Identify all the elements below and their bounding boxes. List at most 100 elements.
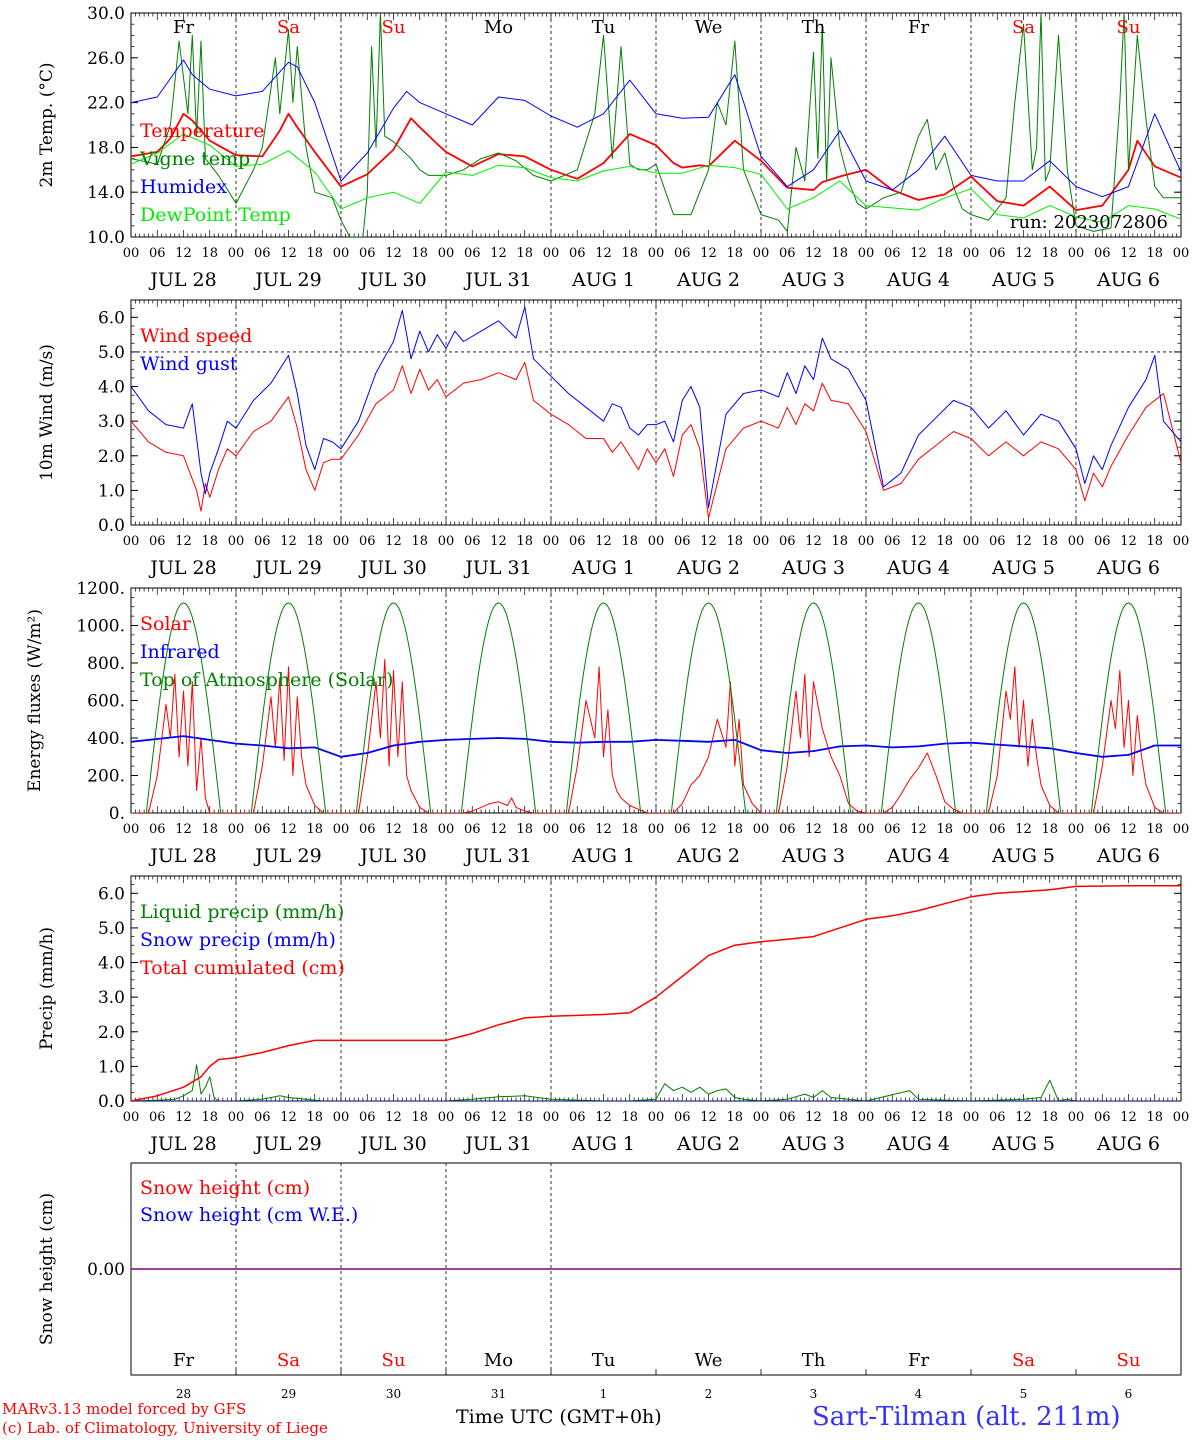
y-tick-label: 5.0 xyxy=(98,919,125,939)
hour-tick-label: 06 xyxy=(359,822,376,837)
hour-tick-label: 00 xyxy=(123,1110,140,1125)
hour-tick-label: 18 xyxy=(831,822,848,837)
hour-tick-label: 00 xyxy=(858,534,875,549)
hour-tick-label: 18 xyxy=(621,822,638,837)
weekday-label: Fr xyxy=(908,1350,929,1371)
date-label: JUL 31 xyxy=(463,1133,531,1155)
hour-tick-label: 06 xyxy=(569,246,586,261)
hour-tick-label: 12 xyxy=(910,246,927,261)
hour-tick-label: 06 xyxy=(674,1110,691,1125)
series-line xyxy=(131,735,1181,758)
hour-tick-label: 12 xyxy=(385,246,402,261)
y-tick-label: 26.0 xyxy=(87,49,125,69)
hour-tick-label: 00 xyxy=(333,534,350,549)
y-tick-label: 2.0 xyxy=(98,447,125,467)
hour-tick-label: 06 xyxy=(779,822,796,837)
weekday-label: Su xyxy=(1117,17,1141,38)
hour-tick-label: 00 xyxy=(543,246,560,261)
date-label: JUL 29 xyxy=(253,845,321,867)
legend-entry: Temperature xyxy=(140,120,264,142)
hour-tick-label: 18 xyxy=(516,534,533,549)
y-tick-label: 600. xyxy=(87,692,125,712)
hour-tick-label: 06 xyxy=(359,534,376,549)
hour-tick-label: 18 xyxy=(831,246,848,261)
series-line xyxy=(131,133,1181,223)
hour-tick-label: 00 xyxy=(228,1110,245,1125)
date-label: JUL 30 xyxy=(358,845,426,867)
hour-tick-label: 06 xyxy=(674,534,691,549)
station-name: Sart-Tilman (alt. 211m) xyxy=(812,1402,1121,1432)
hour-tick-label: 00 xyxy=(438,1110,455,1125)
legend-entry: Top of Atmosphere (Solar) xyxy=(140,669,393,691)
date-label: JUL 28 xyxy=(148,845,216,867)
day-number-label: 28 xyxy=(176,1387,191,1401)
hour-tick-label: 12 xyxy=(595,1110,612,1125)
weekday-label: Fr xyxy=(908,17,929,38)
panel-4: 0.0 1.0 2.0 3.0 4.0 5.0 6.0 Precip (mm/h) Liquid… xyxy=(37,875,1189,1155)
date-label: AUG 2 xyxy=(676,557,740,579)
weekday-label: Mo xyxy=(484,1350,513,1371)
day-number-label: 4 xyxy=(915,1387,923,1401)
hour-tick-label: 18 xyxy=(1041,822,1058,837)
series-line xyxy=(131,884,1181,1101)
hour-tick-label: 12 xyxy=(1015,1110,1032,1125)
hour-tick-label: 18 xyxy=(201,534,218,549)
day-number-label: 29 xyxy=(281,1387,296,1401)
panel-2: 0.0 1.0 2.0 3.0 4.0 5.0 6.0 10m Wind (m/s) Wind … xyxy=(37,299,1189,579)
hour-tick-label: 00 xyxy=(228,534,245,549)
panel-5: 0.00 Snow height (cm) Snow height (cm) Snow… xyxy=(37,1162,1182,1401)
hour-tick-label: 06 xyxy=(1094,246,1111,261)
hour-tick-label: 12 xyxy=(385,1110,402,1125)
hour-tick-label: 06 xyxy=(149,246,166,261)
run-label: run: 2023072806 xyxy=(1010,212,1168,233)
date-label: AUG 3 xyxy=(781,1133,845,1155)
hour-tick-label: 06 xyxy=(989,246,1006,261)
hour-tick-label: 06 xyxy=(1094,822,1111,837)
y-axis-label: Precip (mm/h) xyxy=(37,927,57,1050)
hour-tick-label: 12 xyxy=(1015,534,1032,549)
legend-entry: Infrared xyxy=(140,641,220,663)
date-label: AUG 2 xyxy=(676,269,740,291)
hour-tick-label: 00 xyxy=(438,534,455,549)
y-tick-label: 1000. xyxy=(76,617,125,637)
legend-entry: Snow height (cm) xyxy=(140,1177,310,1199)
hour-tick-label: 18 xyxy=(1146,822,1163,837)
legend-entry: Vigne temp xyxy=(139,148,250,170)
y-tick-label: 0.0 xyxy=(98,516,125,536)
hour-tick-label: 00 xyxy=(753,534,770,549)
date-label: AUG 2 xyxy=(676,845,740,867)
legend-entry: Humidex xyxy=(140,176,227,198)
hour-tick-label: 18 xyxy=(516,1110,533,1125)
hour-tick-label: 12 xyxy=(910,534,927,549)
hour-tick-label: 00 xyxy=(858,822,875,837)
hour-tick-label: 12 xyxy=(490,822,507,837)
hour-tick-label: 00 xyxy=(1173,246,1190,261)
hour-tick-label: 00 xyxy=(123,246,140,261)
y-tick-label: 6.0 xyxy=(98,884,125,904)
legend-entry: Wind speed xyxy=(140,325,252,347)
hour-tick-label: 00 xyxy=(963,822,980,837)
hour-tick-label: 12 xyxy=(595,822,612,837)
series-line xyxy=(131,59,1181,198)
hour-tick-label: 18 xyxy=(306,246,323,261)
hour-tick-label: 18 xyxy=(411,534,428,549)
date-label: AUG 6 xyxy=(1096,557,1160,579)
y-axis-label: Snow height (cm) xyxy=(37,1193,57,1345)
date-label: JUL 30 xyxy=(358,269,426,291)
weekday-label: Fr xyxy=(173,1350,194,1371)
hour-tick-label: 18 xyxy=(726,246,743,261)
hour-tick-label: 06 xyxy=(254,246,271,261)
hour-tick-label: 12 xyxy=(1015,246,1032,261)
hour-tick-label: 00 xyxy=(333,1110,350,1125)
hour-tick-label: 00 xyxy=(1068,822,1085,837)
date-label: JUL 29 xyxy=(253,269,321,291)
y-tick-label: 10.0 xyxy=(87,228,125,248)
x-axis-title: Time UTC (GMT+0h) xyxy=(456,1406,662,1428)
date-label: JUL 28 xyxy=(148,1133,216,1155)
y-tick-label: 0.00 xyxy=(87,1260,125,1280)
hour-tick-label: 00 xyxy=(753,246,770,261)
day-number-label: 3 xyxy=(810,1387,818,1401)
hour-tick-label: 00 xyxy=(1068,534,1085,549)
weekday-label: We xyxy=(695,1350,723,1371)
